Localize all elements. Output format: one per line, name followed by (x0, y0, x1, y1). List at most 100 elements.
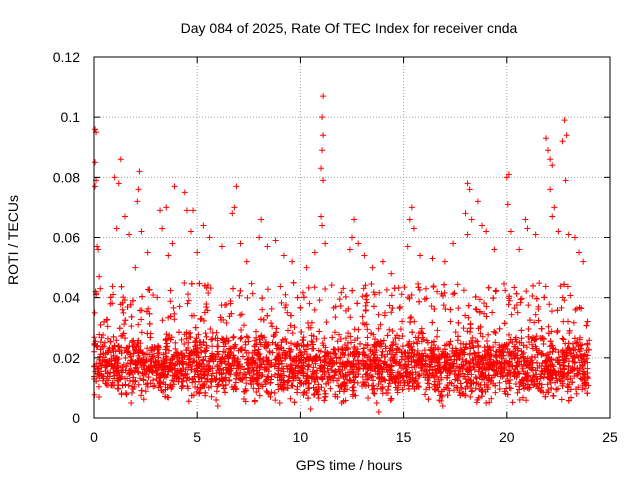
data-point (100, 373, 107, 380)
data-point (421, 347, 428, 354)
data-point (262, 339, 269, 346)
data-point (520, 380, 527, 387)
data-point (272, 356, 279, 363)
data-point (434, 327, 441, 334)
data-point (177, 367, 184, 374)
data-point (584, 352, 591, 359)
data-point (264, 312, 271, 319)
data-point (404, 341, 411, 348)
data-point (185, 361, 192, 368)
data-point (425, 374, 432, 381)
data-point (336, 363, 343, 370)
data-point (298, 380, 305, 387)
data-point (267, 393, 274, 400)
data-point (168, 385, 175, 392)
data-point (535, 385, 542, 392)
data-point (576, 249, 583, 256)
data-point (396, 346, 403, 353)
data-point (548, 369, 555, 376)
data-point (342, 335, 349, 342)
data-point (413, 339, 420, 346)
data-point (394, 345, 401, 352)
data-point (253, 341, 260, 348)
data-point (575, 384, 582, 391)
data-point (227, 348, 234, 355)
data-point (125, 382, 132, 389)
data-point (346, 377, 353, 384)
data-point (311, 249, 318, 256)
data-point (555, 349, 562, 356)
data-point (241, 388, 248, 395)
data-point (317, 357, 324, 364)
data-point (156, 349, 163, 356)
data-point (259, 295, 266, 302)
data-point (201, 309, 208, 316)
data-point (529, 293, 536, 300)
data-point (208, 393, 215, 400)
data-point (449, 291, 456, 298)
data-point (514, 369, 521, 376)
data-point (282, 354, 289, 361)
data-point (140, 362, 147, 369)
data-point (391, 285, 398, 292)
data-point (360, 285, 367, 292)
data-point (449, 363, 456, 370)
data-point (195, 378, 202, 385)
data-point (128, 389, 135, 396)
data-point (429, 372, 436, 379)
data-point (345, 346, 352, 353)
data-point (184, 300, 191, 307)
data-point (96, 394, 103, 401)
data-point (560, 336, 567, 343)
data-point (440, 292, 447, 299)
x-tick-label: 0 (90, 429, 98, 445)
data-point (356, 360, 363, 367)
data-point (351, 337, 358, 344)
data-point (448, 380, 455, 387)
data-point (457, 380, 464, 387)
data-point (311, 306, 318, 313)
data-point (119, 306, 126, 313)
data-point (279, 336, 286, 343)
data-point (408, 292, 415, 299)
data-point (143, 357, 150, 364)
data-point (139, 293, 146, 300)
data-point (503, 174, 510, 181)
data-point (455, 319, 462, 326)
data-point (249, 354, 256, 361)
data-point (101, 354, 108, 361)
data-point (364, 334, 371, 341)
data-point (561, 374, 568, 381)
data-point (264, 373, 271, 380)
data-point (533, 333, 540, 340)
data-point (562, 177, 569, 184)
data-point (345, 369, 352, 376)
data-point (150, 292, 157, 299)
data-point (426, 367, 433, 374)
data-point (460, 349, 467, 356)
data-point (304, 342, 311, 349)
data-point (280, 377, 287, 384)
data-point (370, 351, 377, 358)
data-point (401, 284, 408, 291)
data-point (452, 329, 459, 336)
data-point (580, 353, 587, 360)
data-point (583, 322, 590, 329)
data-point (139, 370, 146, 377)
data-point (400, 365, 407, 372)
data-point (291, 399, 298, 406)
data-point (501, 367, 508, 374)
data-point (136, 168, 143, 175)
data-point (245, 338, 252, 345)
data-point (386, 380, 393, 387)
data-point (275, 346, 282, 353)
data-point (130, 350, 137, 357)
data-point (417, 252, 424, 259)
data-point (257, 364, 264, 371)
data-point (275, 361, 282, 368)
data-point (135, 321, 142, 328)
data-point (465, 302, 472, 309)
data-point (307, 405, 314, 412)
data-point (319, 114, 326, 121)
